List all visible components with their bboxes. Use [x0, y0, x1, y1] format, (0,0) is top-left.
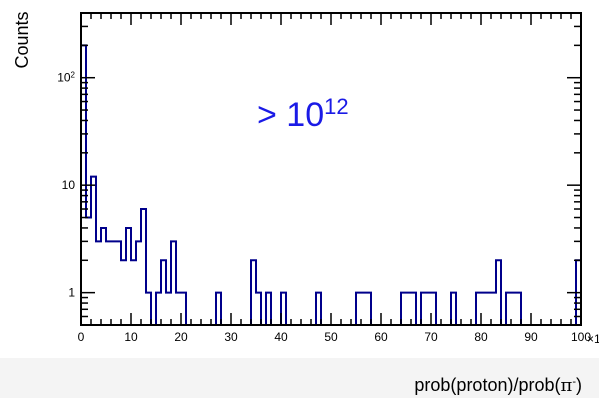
x-tick-label: 70 — [424, 330, 438, 344]
caption-band — [0, 358, 599, 398]
x-tick-label: 0 — [78, 330, 85, 344]
y-tick-label: 1 — [68, 286, 75, 300]
y-axis-label: Counts — [12, 11, 32, 68]
x-tick-label: 50 — [324, 330, 338, 344]
x-tick-label: 90 — [524, 330, 538, 344]
annotation-text: > 1012 — [257, 94, 349, 135]
x-axis-multiplier: ×1 — [587, 332, 599, 346]
x-tick-label: 60 — [374, 330, 388, 344]
x-tick-label: 40 — [274, 330, 288, 344]
x-tick-label: 10 — [124, 330, 138, 344]
plot-frame — [80, 12, 582, 326]
x-tick-label: 20 — [174, 330, 188, 344]
x-tick-label: 80 — [474, 330, 488, 344]
histogram-series-line — [80, 44, 582, 326]
x-axis-label: prob(proton)/prob(π-) — [414, 375, 582, 396]
x-tick-label: 100 — [571, 330, 591, 344]
x-tick-label: 30 — [224, 330, 238, 344]
y-tick-label: 102 — [57, 70, 75, 85]
y-tick-label: 10 — [62, 178, 76, 192]
